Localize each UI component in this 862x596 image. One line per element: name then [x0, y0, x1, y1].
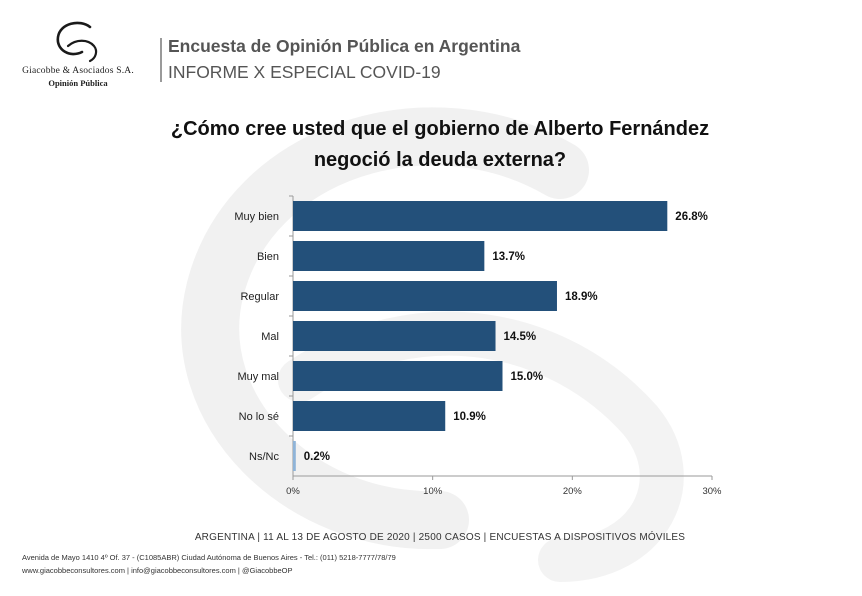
value-label: 0.2% — [304, 451, 330, 463]
x-tick-label: 30% — [702, 486, 722, 497]
category-label: No lo sé — [239, 411, 279, 423]
company-logo: Giacobbe & Asociados S.A. Opinión Públic… — [18, 20, 138, 96]
value-label: 14.5% — [504, 331, 537, 343]
value-label: 18.9% — [565, 291, 598, 303]
report-title: Encuesta de Opinión Pública en Argentina — [168, 36, 521, 56]
bar — [293, 361, 503, 391]
x-tick-label: 10% — [423, 486, 443, 497]
x-tick-label: 20% — [563, 486, 583, 497]
question-line-2: negoció la deuda externa? — [313, 149, 567, 171]
logo-subtitle: Opinión Pública — [48, 78, 108, 88]
value-label: 13.7% — [492, 251, 525, 263]
x-tick-label: 0% — [286, 486, 300, 497]
logo-company-name: Giacobbe & Asociados S.A. — [22, 66, 134, 76]
category-label: Bien — [257, 251, 279, 263]
category-label: Muy mal — [237, 371, 279, 383]
category-label: Muy bien — [234, 211, 279, 223]
category-label: Ns/Nc — [249, 451, 279, 463]
logo-mark-icon — [56, 21, 98, 63]
bar — [293, 241, 485, 271]
header-divider — [160, 38, 162, 82]
bar — [293, 201, 668, 231]
report-subtitle: INFORME X ESPECIAL COVID-19 — [168, 62, 441, 82]
footer-address: Avenida de Mayo 1410 4º Of. 37 - (C1085A… — [22, 553, 396, 562]
bar — [293, 401, 446, 431]
bar — [293, 321, 496, 351]
category-label: Regular — [240, 291, 279, 303]
value-label: 15.0% — [511, 371, 544, 383]
bar — [293, 281, 557, 311]
value-label: 26.8% — [675, 211, 708, 223]
chart-question: ¿Cómo cree usted que el gobierno de Albe… — [130, 114, 750, 176]
survey-source-note: ARGENTINA | 11 AL 13 DE AGOSTO DE 2020 |… — [194, 532, 686, 543]
value-label: 10.9% — [453, 411, 486, 423]
question-line-1: ¿Cómo cree usted que el gobierno de Albe… — [170, 118, 710, 140]
category-label: Mal — [261, 331, 279, 343]
bar — [293, 441, 296, 471]
footer-contact: www.giacobbeconsultores.com | info@giaco… — [22, 566, 293, 575]
